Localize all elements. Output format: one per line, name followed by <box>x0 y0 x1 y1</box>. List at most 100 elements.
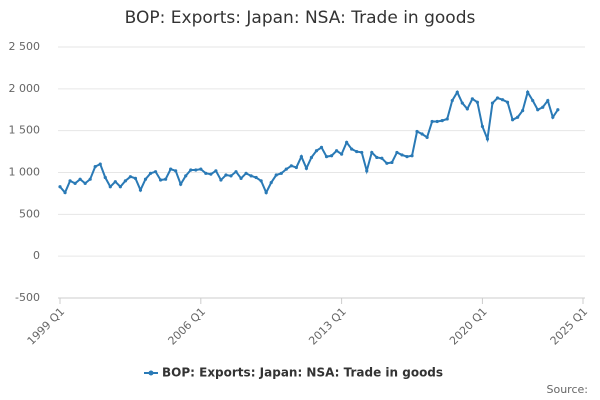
point <box>239 176 243 180</box>
legend-marker <box>148 370 154 376</box>
point <box>485 137 490 141</box>
point <box>319 145 324 149</box>
point <box>546 98 550 103</box>
point <box>164 177 168 181</box>
point <box>516 115 520 119</box>
point <box>480 124 485 129</box>
point <box>234 170 238 174</box>
point <box>531 98 535 103</box>
point <box>490 101 495 105</box>
point <box>475 100 479 104</box>
point <box>83 181 87 185</box>
point <box>204 171 208 175</box>
point <box>309 155 314 160</box>
point <box>98 162 102 166</box>
point <box>148 171 153 175</box>
point <box>179 182 183 186</box>
legend-label: BOP: Exports: Japan: NSA: Trade in goods <box>162 366 443 380</box>
point <box>500 98 505 102</box>
point <box>294 165 298 170</box>
point <box>219 178 223 182</box>
point <box>103 175 107 180</box>
point <box>455 90 459 94</box>
point <box>375 155 379 160</box>
point <box>189 168 193 172</box>
point <box>143 177 148 181</box>
point <box>521 108 525 113</box>
point <box>249 174 253 178</box>
point <box>390 160 394 165</box>
y-tick-label: 1 500 <box>9 124 41 137</box>
point <box>541 105 545 109</box>
point <box>470 97 474 101</box>
y-tick-label: 2 000 <box>9 82 41 95</box>
point <box>259 179 263 183</box>
point <box>430 119 434 124</box>
point <box>138 188 143 192</box>
point <box>299 155 303 159</box>
point <box>224 173 228 177</box>
point <box>214 169 218 173</box>
point <box>68 179 72 183</box>
x-tick-label: 1999 Q1 <box>25 305 68 348</box>
point <box>445 117 449 121</box>
point <box>118 185 122 189</box>
point <box>123 179 127 183</box>
point <box>174 169 178 173</box>
point <box>279 171 283 175</box>
point <box>158 178 163 182</box>
point <box>329 154 334 158</box>
point <box>314 149 319 153</box>
point <box>284 167 288 171</box>
point <box>505 100 510 104</box>
x-tick-label: 2020 Q1 <box>447 305 490 348</box>
chart-title: BOP: Exports: Japan: NSA: Trade in goods <box>125 8 476 28</box>
point <box>169 167 173 171</box>
point <box>229 174 233 178</box>
point <box>495 96 500 100</box>
y-tick-label: 2 500 <box>9 40 41 53</box>
point <box>350 147 354 151</box>
point <box>334 149 339 153</box>
point <box>274 173 278 177</box>
point <box>304 166 309 170</box>
point <box>460 101 464 105</box>
point <box>133 176 138 180</box>
point <box>425 135 429 139</box>
point <box>324 155 329 159</box>
point <box>405 155 409 159</box>
point <box>360 150 364 155</box>
point <box>556 108 560 112</box>
point <box>420 132 424 136</box>
point <box>58 185 62 189</box>
point <box>395 150 399 155</box>
point <box>435 119 439 124</box>
point <box>264 190 268 195</box>
point <box>400 153 404 157</box>
series-line <box>59 89 559 195</box>
point <box>63 190 67 195</box>
point <box>536 108 540 112</box>
point <box>244 171 248 175</box>
point <box>194 168 198 172</box>
point <box>78 177 82 181</box>
point <box>88 177 92 181</box>
y-tick-label: 1 000 <box>9 166 41 179</box>
x-tick-label: 2013 Q1 <box>306 305 349 348</box>
x-tick-label: 2006 Q1 <box>166 305 209 348</box>
point <box>153 170 158 174</box>
point <box>510 118 515 122</box>
y-tick-label: -500 <box>15 291 40 304</box>
point <box>209 172 213 176</box>
point <box>415 129 419 134</box>
point <box>269 180 273 185</box>
point <box>410 154 414 158</box>
y-tick-label: 500 <box>19 207 40 220</box>
point <box>289 164 293 168</box>
x-tick-label: 2025 Q1 <box>548 305 591 348</box>
point <box>108 185 112 189</box>
point <box>340 152 344 156</box>
point <box>365 169 369 173</box>
point <box>440 119 444 123</box>
